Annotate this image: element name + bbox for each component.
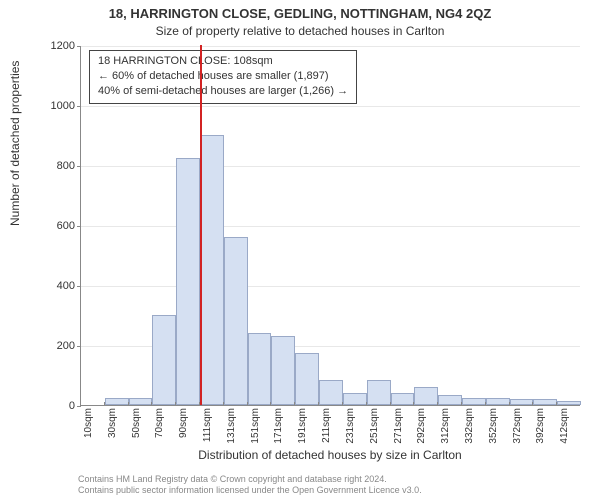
histogram-bar [367, 380, 391, 406]
info-line-3: 40% of semi-detached houses are larger (… [98, 84, 348, 99]
attribution-line-2: Contains public sector information licen… [78, 485, 422, 496]
x-tick-mark [366, 402, 367, 406]
gridline [81, 46, 580, 47]
y-axis-label: Number of detached properties [8, 61, 22, 226]
y-tick-label: 1200 [51, 40, 81, 52]
x-tick-mark [80, 402, 81, 406]
x-tick-mark [556, 402, 557, 406]
x-tick-mark [509, 402, 510, 406]
x-tick-label: 50sqm [131, 408, 142, 438]
x-tick-label: 151sqm [250, 408, 261, 444]
x-tick-label: 292sqm [416, 408, 427, 444]
y-tick-label: 600 [57, 220, 81, 232]
histogram-bar [343, 393, 367, 405]
gridline [81, 166, 580, 167]
x-tick-mark [294, 402, 295, 406]
histogram-bar [271, 336, 295, 405]
chart-title-sub: Size of property relative to detached ho… [0, 24, 600, 38]
gridline [81, 226, 580, 227]
histogram-bar [152, 315, 176, 405]
x-tick-mark [270, 402, 271, 406]
x-tick-label: 111sqm [202, 408, 213, 442]
histogram-bar [533, 399, 557, 405]
info-line-1: 18 HARRINGTON CLOSE: 108sqm [98, 54, 348, 69]
histogram-bar [248, 333, 272, 405]
chart-container: 18, HARRINGTON CLOSE, GEDLING, NOTTINGHA… [0, 0, 600, 500]
histogram-bar [414, 387, 438, 405]
x-tick-mark [342, 402, 343, 406]
y-tick-label: 1000 [51, 100, 81, 112]
histogram-bar [176, 158, 200, 406]
x-tick-mark [175, 402, 176, 406]
histogram-bar [224, 237, 248, 405]
histogram-bar [462, 398, 486, 406]
info-box: 18 HARRINGTON CLOSE: 108sqm ← 60% of det… [89, 50, 357, 104]
info-line-2: ← 60% of detached houses are smaller (1,… [98, 69, 348, 84]
histogram-bar [486, 398, 510, 406]
x-tick-mark [223, 402, 224, 406]
attribution-text: Contains HM Land Registry data © Crown c… [78, 474, 422, 496]
x-tick-mark [461, 402, 462, 406]
x-tick-label: 211sqm [321, 408, 332, 443]
histogram-bar [510, 399, 534, 405]
x-ticks-container: 10sqm 30sqm 50sqm 70sqm 90sqm 111sqm 131sqm 151… [80, 406, 580, 448]
histogram-bar [200, 135, 224, 405]
histogram-bar [391, 393, 415, 405]
x-tick-label: 312sqm [440, 408, 451, 444]
y-tick-label: 200 [57, 340, 81, 352]
histogram-bar [319, 380, 343, 406]
x-tick-label: 90sqm [178, 408, 189, 438]
x-tick-label: 372sqm [512, 408, 523, 444]
x-tick-mark [104, 402, 105, 406]
highlight-line [200, 45, 202, 405]
histogram-bar [295, 353, 319, 406]
x-tick-label: 412sqm [559, 408, 570, 444]
x-tick-label: 392sqm [535, 408, 546, 444]
attribution-line-1: Contains HM Land Registry data © Crown c… [78, 474, 422, 485]
x-tick-mark [199, 402, 200, 406]
histogram-bar [557, 401, 581, 405]
gridline [81, 286, 580, 287]
x-tick-label: 10sqm [83, 408, 94, 438]
x-tick-label: 332sqm [464, 408, 475, 444]
x-tick-mark [413, 402, 414, 406]
x-tick-mark [390, 402, 391, 406]
x-tick-mark [128, 402, 129, 406]
x-tick-mark [437, 402, 438, 406]
x-tick-mark [532, 402, 533, 406]
x-tick-label: 231sqm [345, 408, 356, 444]
histogram-bar [129, 398, 153, 406]
y-tick-label: 400 [57, 280, 81, 292]
x-tick-mark [485, 402, 486, 406]
chart-title-main: 18, HARRINGTON CLOSE, GEDLING, NOTTINGHA… [0, 6, 600, 21]
x-tick-label: 70sqm [154, 408, 165, 438]
x-tick-label: 352sqm [488, 408, 499, 444]
gridline [81, 106, 580, 107]
x-axis-label: Distribution of detached houses by size … [80, 448, 580, 462]
y-tick-label: 800 [57, 160, 81, 172]
x-tick-mark [247, 402, 248, 406]
x-tick-mark [318, 402, 319, 406]
x-tick-label: 131sqm [226, 408, 237, 444]
x-tick-label: 251sqm [369, 408, 380, 444]
x-tick-label: 171sqm [273, 408, 284, 444]
x-tick-mark [151, 402, 152, 406]
x-tick-label: 30sqm [107, 408, 118, 438]
histogram-bar [105, 398, 129, 406]
histogram-bar [438, 395, 462, 406]
x-tick-label: 191sqm [297, 408, 308, 444]
x-tick-label: 271sqm [393, 408, 404, 444]
plot-area: 18 HARRINGTON CLOSE: 108sqm ← 60% of det… [80, 46, 580, 406]
